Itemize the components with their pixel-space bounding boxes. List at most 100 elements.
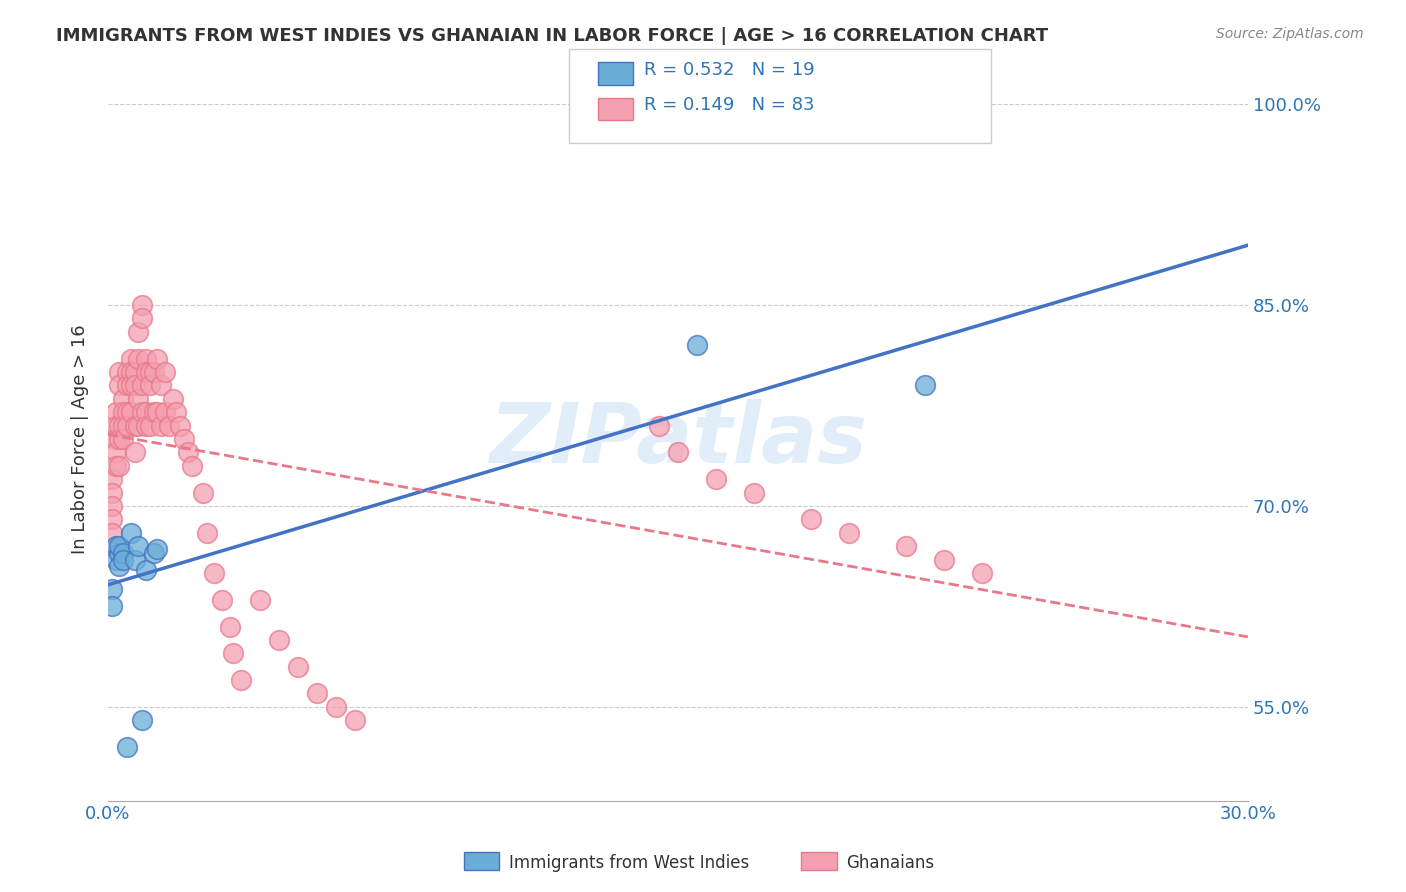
Text: Immigrants from West Indies: Immigrants from West Indies [509, 854, 749, 871]
Point [218, 619, 240, 633]
Point [135, 365, 157, 379]
Point [742, 485, 765, 500]
Point [104, 418, 127, 433]
Point [173, 432, 195, 446]
Text: R = 0.532   N = 19: R = 0.532 N = 19 [644, 61, 814, 78]
Point [108, 559, 131, 574]
Point [800, 512, 823, 526]
Point [127, 325, 149, 339]
Point [165, 405, 187, 419]
Point [177, 445, 200, 459]
Point [108, 418, 131, 433]
Point [104, 458, 127, 473]
Point [343, 713, 366, 727]
Point [108, 546, 131, 560]
Point [169, 418, 191, 433]
Point [146, 351, 169, 366]
Point [139, 365, 162, 379]
Point [112, 405, 135, 419]
Point [131, 378, 153, 392]
Point [838, 525, 860, 540]
Point [108, 432, 131, 446]
Point [112, 432, 135, 446]
Point [112, 546, 135, 560]
Point [120, 405, 142, 419]
Point [104, 539, 127, 553]
Point [287, 659, 309, 673]
Point [108, 365, 131, 379]
Point [124, 552, 146, 566]
Point [131, 311, 153, 326]
Point [146, 405, 169, 419]
Point [101, 599, 124, 614]
Point [229, 673, 252, 687]
Point [115, 418, 138, 433]
Point [112, 418, 135, 433]
Text: Source: ZipAtlas.com: Source: ZipAtlas.com [1216, 27, 1364, 41]
Point [325, 699, 347, 714]
Point [970, 566, 993, 580]
Point [115, 740, 138, 755]
Point [932, 552, 955, 566]
Point [112, 552, 135, 566]
Point [139, 418, 162, 433]
Point [108, 539, 131, 553]
Point [150, 378, 173, 392]
Point [222, 646, 245, 660]
Point [115, 405, 138, 419]
Point [135, 351, 157, 366]
Point [180, 458, 202, 473]
Point [139, 378, 162, 392]
Point [305, 686, 328, 700]
Text: IMMIGRANTS FROM WEST INDIES VS GHANAIAN IN LABOR FORCE | AGE > 16 CORRELATION CH: IMMIGRANTS FROM WEST INDIES VS GHANAIAN … [56, 27, 1049, 45]
Point [894, 539, 917, 553]
Point [124, 418, 146, 433]
Text: R = 0.149   N = 83: R = 0.149 N = 83 [644, 96, 814, 114]
Point [115, 378, 138, 392]
Point [153, 405, 176, 419]
Point [704, 472, 727, 486]
Point [131, 405, 153, 419]
Text: ZIPatlas: ZIPatlas [489, 399, 868, 480]
Point [124, 365, 146, 379]
Point [267, 632, 290, 647]
Point [104, 405, 127, 419]
Point [108, 378, 131, 392]
Point [195, 525, 218, 540]
Point [127, 392, 149, 406]
Point [142, 546, 165, 560]
Point [131, 713, 153, 727]
Point [120, 351, 142, 366]
Point [157, 418, 180, 433]
Point [104, 445, 127, 459]
Point [120, 365, 142, 379]
Point [112, 392, 135, 406]
Point [101, 525, 124, 540]
Point [666, 445, 689, 459]
Point [104, 432, 127, 446]
Point [686, 338, 709, 352]
Point [135, 405, 157, 419]
Point [120, 378, 142, 392]
Point [202, 566, 225, 580]
Point [127, 351, 149, 366]
Point [101, 472, 124, 486]
Point [150, 418, 173, 433]
Point [127, 418, 149, 433]
Point [127, 539, 149, 553]
Point [249, 592, 271, 607]
Point [914, 378, 936, 392]
Point [191, 485, 214, 500]
Point [142, 365, 165, 379]
Point [135, 418, 157, 433]
Point [146, 541, 169, 556]
Point [162, 392, 184, 406]
Point [101, 485, 124, 500]
Y-axis label: In Labor Force | Age > 16: In Labor Force | Age > 16 [72, 324, 89, 554]
Point [135, 563, 157, 577]
Point [104, 552, 127, 566]
Point [124, 378, 146, 392]
Point [120, 525, 142, 540]
Point [115, 365, 138, 379]
Point [142, 405, 165, 419]
